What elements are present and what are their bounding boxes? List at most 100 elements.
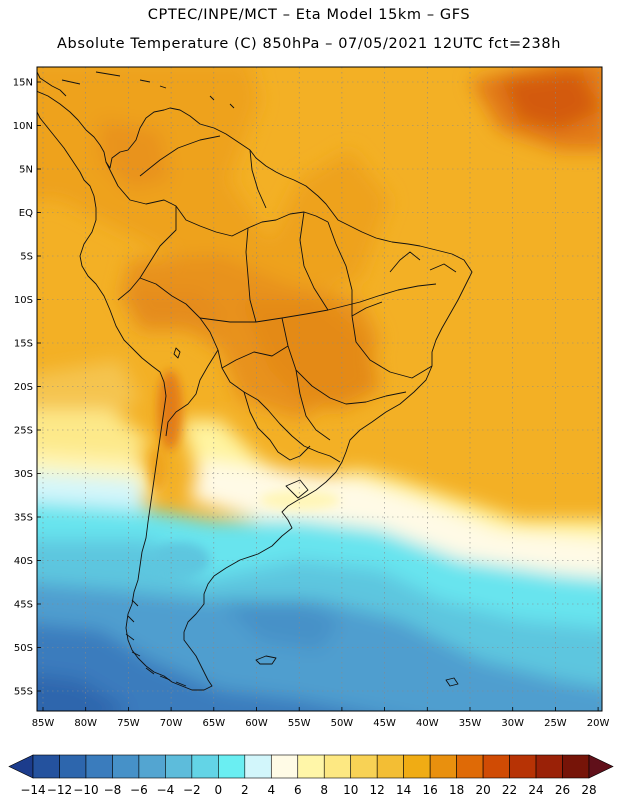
colorbar-label: 14 [396, 783, 411, 797]
colorbar-swatch [297, 754, 325, 779]
colorbar-swatch [138, 754, 166, 779]
grid-lines [37, 67, 602, 711]
lon-label: 55W [288, 718, 311, 729]
lake-titicaca [173, 347, 181, 359]
lon-label: 40W [416, 718, 439, 729]
lat-label: 55S [14, 687, 33, 698]
lat-label: 20S [14, 382, 33, 393]
colorbar-label: −12 [47, 783, 72, 797]
lat-label: 10N [13, 121, 33, 132]
lat-label: 10S [14, 295, 33, 306]
lat-label: 45S [14, 600, 33, 611]
lagoa-dos-patos [285, 479, 309, 499]
lon-label: 30W [501, 718, 524, 729]
lon-label: 20W [587, 718, 610, 729]
internal-border-10 [139, 135, 267, 209]
colorbar-label: 12 [370, 783, 385, 797]
colorbar-swatch [244, 754, 272, 779]
colorbar-swatch [270, 754, 299, 779]
lat-label: 40S [14, 556, 33, 567]
map-title-line2: Absolute Temperature (C) 850hPa – 07/05/… [57, 36, 561, 52]
colorbar-label: −8 [104, 783, 122, 797]
internal-border-5 [199, 283, 437, 323]
internal-border-7 [327, 221, 433, 379]
colorbar-label: 16 [423, 783, 438, 797]
temperature-map: 15N 10N 5N EQ 5S 10S 15S 20S 25S 30S 35S 40S 45S 50S 5… [13, 66, 610, 729]
colorbar-label: 6 [294, 783, 302, 797]
field-accents [150, 370, 340, 578]
internal-border-1 [105, 161, 329, 237]
internal-border-4 [243, 391, 311, 461]
colorbar-swatch [323, 754, 352, 779]
colorbar-label: −14 [20, 783, 45, 797]
colorbar-swatch [456, 754, 484, 779]
colorbar-swatch [191, 754, 219, 779]
political-boundaries [37, 70, 473, 691]
colorbar-label: 22 [502, 783, 517, 797]
falkland-islands [255, 655, 277, 665]
temperature-contours [37, 67, 602, 711]
latitude-axis-labels: 15N 10N 5N EQ 5S 10S 15S 20S 25S 30S 35S 40S 45S 50S 5… [13, 78, 41, 698]
lat-label: EQ [19, 208, 33, 219]
colorbar-swatch [562, 754, 590, 779]
lat-label: 50S [14, 643, 33, 654]
colorbar-swatch [112, 754, 140, 779]
colorbar-swatch [85, 754, 113, 779]
colorbar-swatch [429, 754, 457, 779]
colorbar-label: 28 [581, 783, 596, 797]
colorbar-label: 0 [215, 783, 223, 797]
color-scale-legend: −14 −12 −10 −8 −6 −4 −2 0 2 4 6 8 10 12 14 16 18 20 22 24 26… [8, 754, 614, 797]
lon-label: 65W [202, 718, 225, 729]
lat-label: 25S [14, 426, 33, 437]
chile-fjords [125, 599, 187, 687]
south-atlantic-island [445, 677, 459, 687]
colorbar-label: 4 [267, 783, 275, 797]
internal-border-11 [351, 251, 457, 317]
lat-label: 15N [13, 78, 33, 89]
lat-label: 30S [14, 469, 33, 480]
colorbar-label: −10 [73, 783, 98, 797]
lon-label: 50W [331, 718, 354, 729]
colorbar-swatch [32, 754, 60, 779]
colorbar-underflow-triangle [8, 754, 34, 779]
colorbar-label: 10 [343, 783, 358, 797]
colorbar-swatch [165, 754, 193, 779]
internal-border-3 [117, 277, 219, 437]
plot-frame [36, 66, 603, 712]
lon-label: 80W [74, 718, 97, 729]
central-america-coast [37, 70, 67, 97]
colorbar-swatch [482, 754, 510, 779]
colorbar-label: −6 [130, 783, 148, 797]
colorbar-label: 18 [449, 783, 464, 797]
south-america-coastline [37, 90, 473, 691]
lat-label: 5N [19, 165, 33, 176]
colorbar-swatch [376, 754, 404, 779]
colorbar-swatch [403, 754, 431, 779]
colorbar-swatch [535, 754, 563, 779]
colorbar-swatch [509, 754, 537, 779]
map-title-line1: CPTEC/INPE/MCT – Eta Model 15km – GFS [147, 7, 471, 23]
colorbar-label: −2 [183, 783, 201, 797]
internal-border-8 [281, 317, 407, 405]
caribbean-islands [61, 71, 235, 109]
colorbar-swatch [59, 754, 87, 779]
lon-label: 70W [160, 718, 183, 729]
lon-label: 25W [544, 718, 567, 729]
lon-label: 75W [117, 718, 140, 729]
internal-border-9 [221, 345, 331, 441]
colorbar-label: 2 [241, 783, 249, 797]
lat-label: 5S [20, 252, 33, 263]
lat-label: 35S [14, 513, 33, 524]
colorbar-swatch [350, 754, 378, 779]
temperature-field [37, 67, 602, 711]
colorbar-label: 26 [555, 783, 570, 797]
colorbar-label: 24 [528, 783, 543, 797]
longitude-axis-labels: 85W 80W 75W 70W 65W 60W 55W 50W 45W 40W 35W 30W 25W 2… [32, 707, 610, 729]
lat-label: 15S [14, 339, 33, 350]
internal-border-6 [245, 211, 329, 323]
colorbar-label: 20 [475, 783, 490, 797]
colorbar-overflow-triangle [588, 754, 614, 779]
colorbar-label: 8 [320, 783, 328, 797]
colorbar-label: −4 [157, 783, 175, 797]
internal-border-2 [139, 206, 341, 463]
